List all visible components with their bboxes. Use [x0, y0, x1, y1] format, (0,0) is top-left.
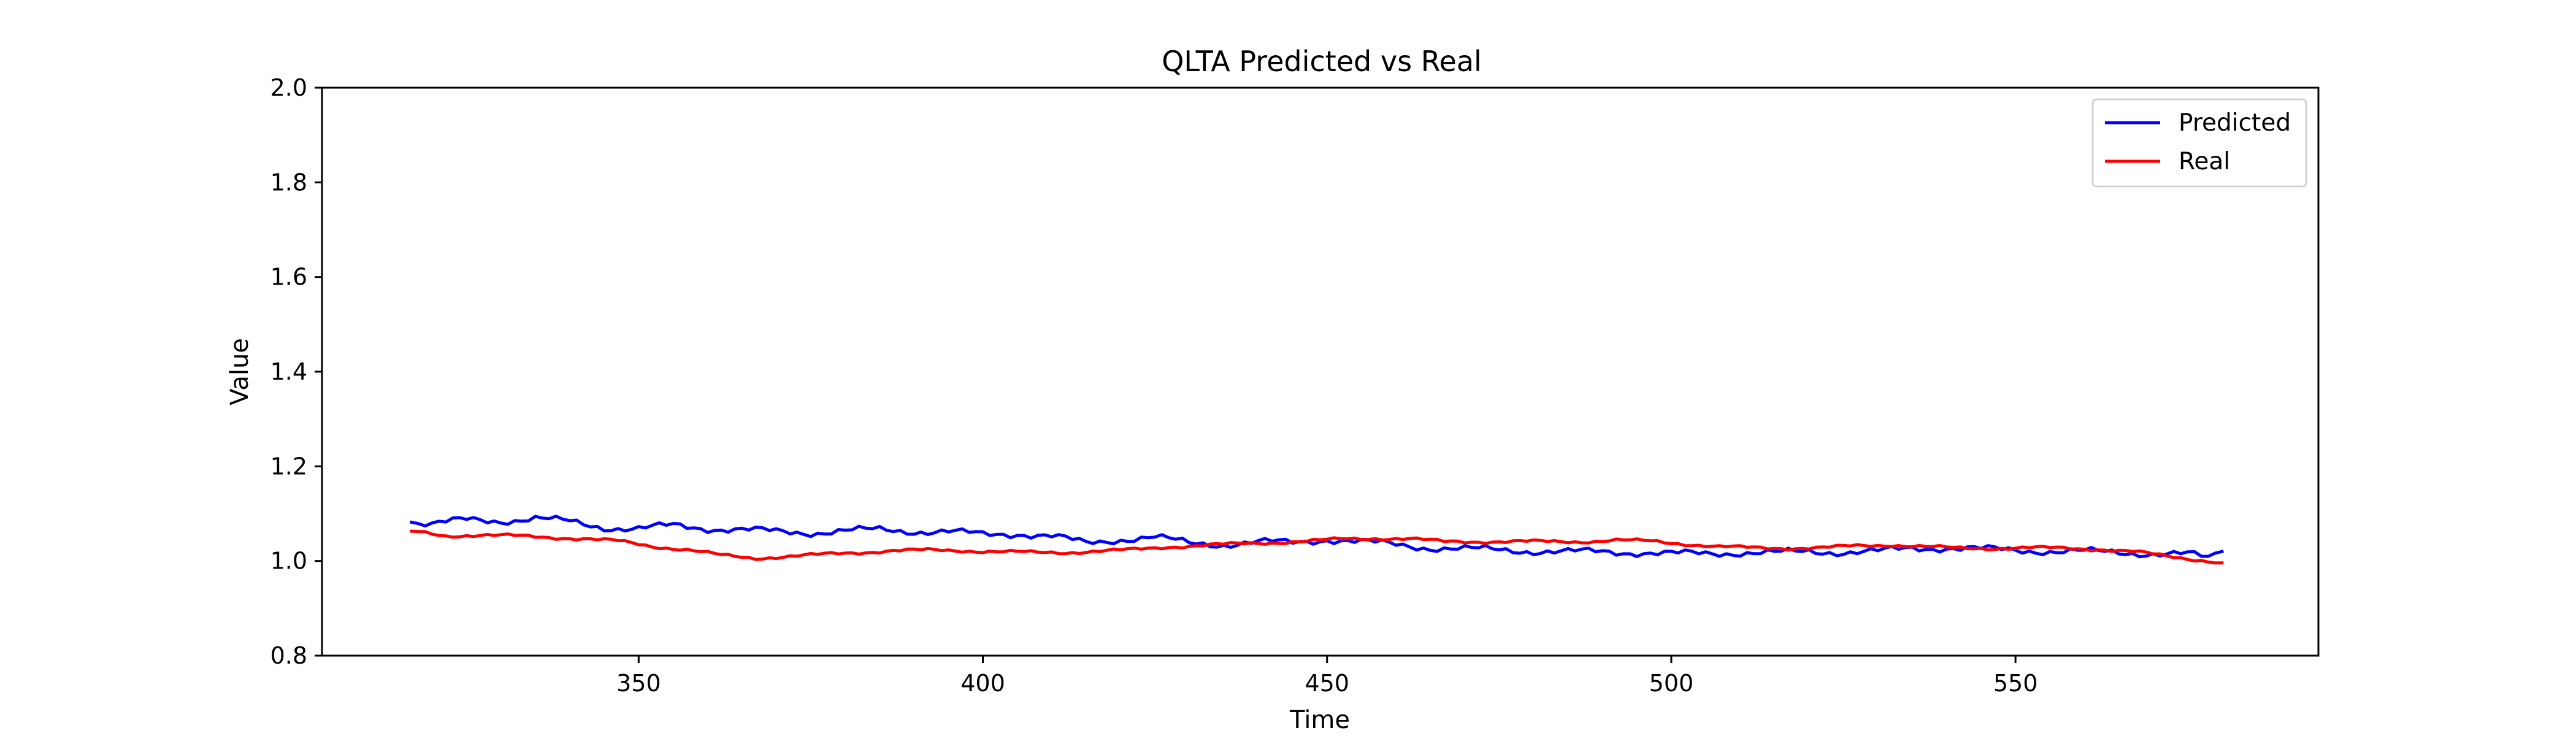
x-tick-label: 550	[1993, 670, 2038, 697]
y-tick-label: 2.0	[270, 74, 307, 101]
series-line-predicted	[409, 515, 2224, 559]
y-axis: 0.8 1.0 1.2 1.4 1.6 1.8 2.0	[270, 74, 322, 669]
y-tick-label: 1.4	[270, 358, 307, 385]
x-tick-label: 350	[616, 670, 661, 697]
y-tick-label: 1.2	[270, 453, 307, 480]
y-tick-label: 1.8	[270, 169, 307, 196]
series-line-real	[410, 529, 2224, 565]
legend-label-real: Real	[2179, 148, 2230, 175]
chart-title: QLTA Predicted vs Real	[1162, 45, 1482, 78]
plot-background	[322, 88, 2318, 656]
x-axis: 350 400 450 500 550	[616, 656, 2037, 697]
plot-area	[321, 86, 2320, 657]
x-tick-label: 500	[1649, 670, 1694, 697]
x-tick-label: 450	[1305, 670, 1349, 697]
y-tick-label: 1.0	[270, 548, 307, 575]
legend-label-predicted: Predicted	[2179, 109, 2291, 137]
x-axis-label: Time	[1289, 706, 1350, 734]
series-layer	[409, 515, 2224, 565]
x-tick-label: 400	[960, 670, 1005, 697]
y-tick-label: 1.6	[270, 264, 307, 291]
legend-entries: Predicted Real	[2105, 109, 2291, 175]
y-tick-label: 0.8	[270, 642, 307, 669]
legend: Predicted Real	[2091, 98, 2307, 188]
y-axis-label: Value	[226, 338, 254, 405]
